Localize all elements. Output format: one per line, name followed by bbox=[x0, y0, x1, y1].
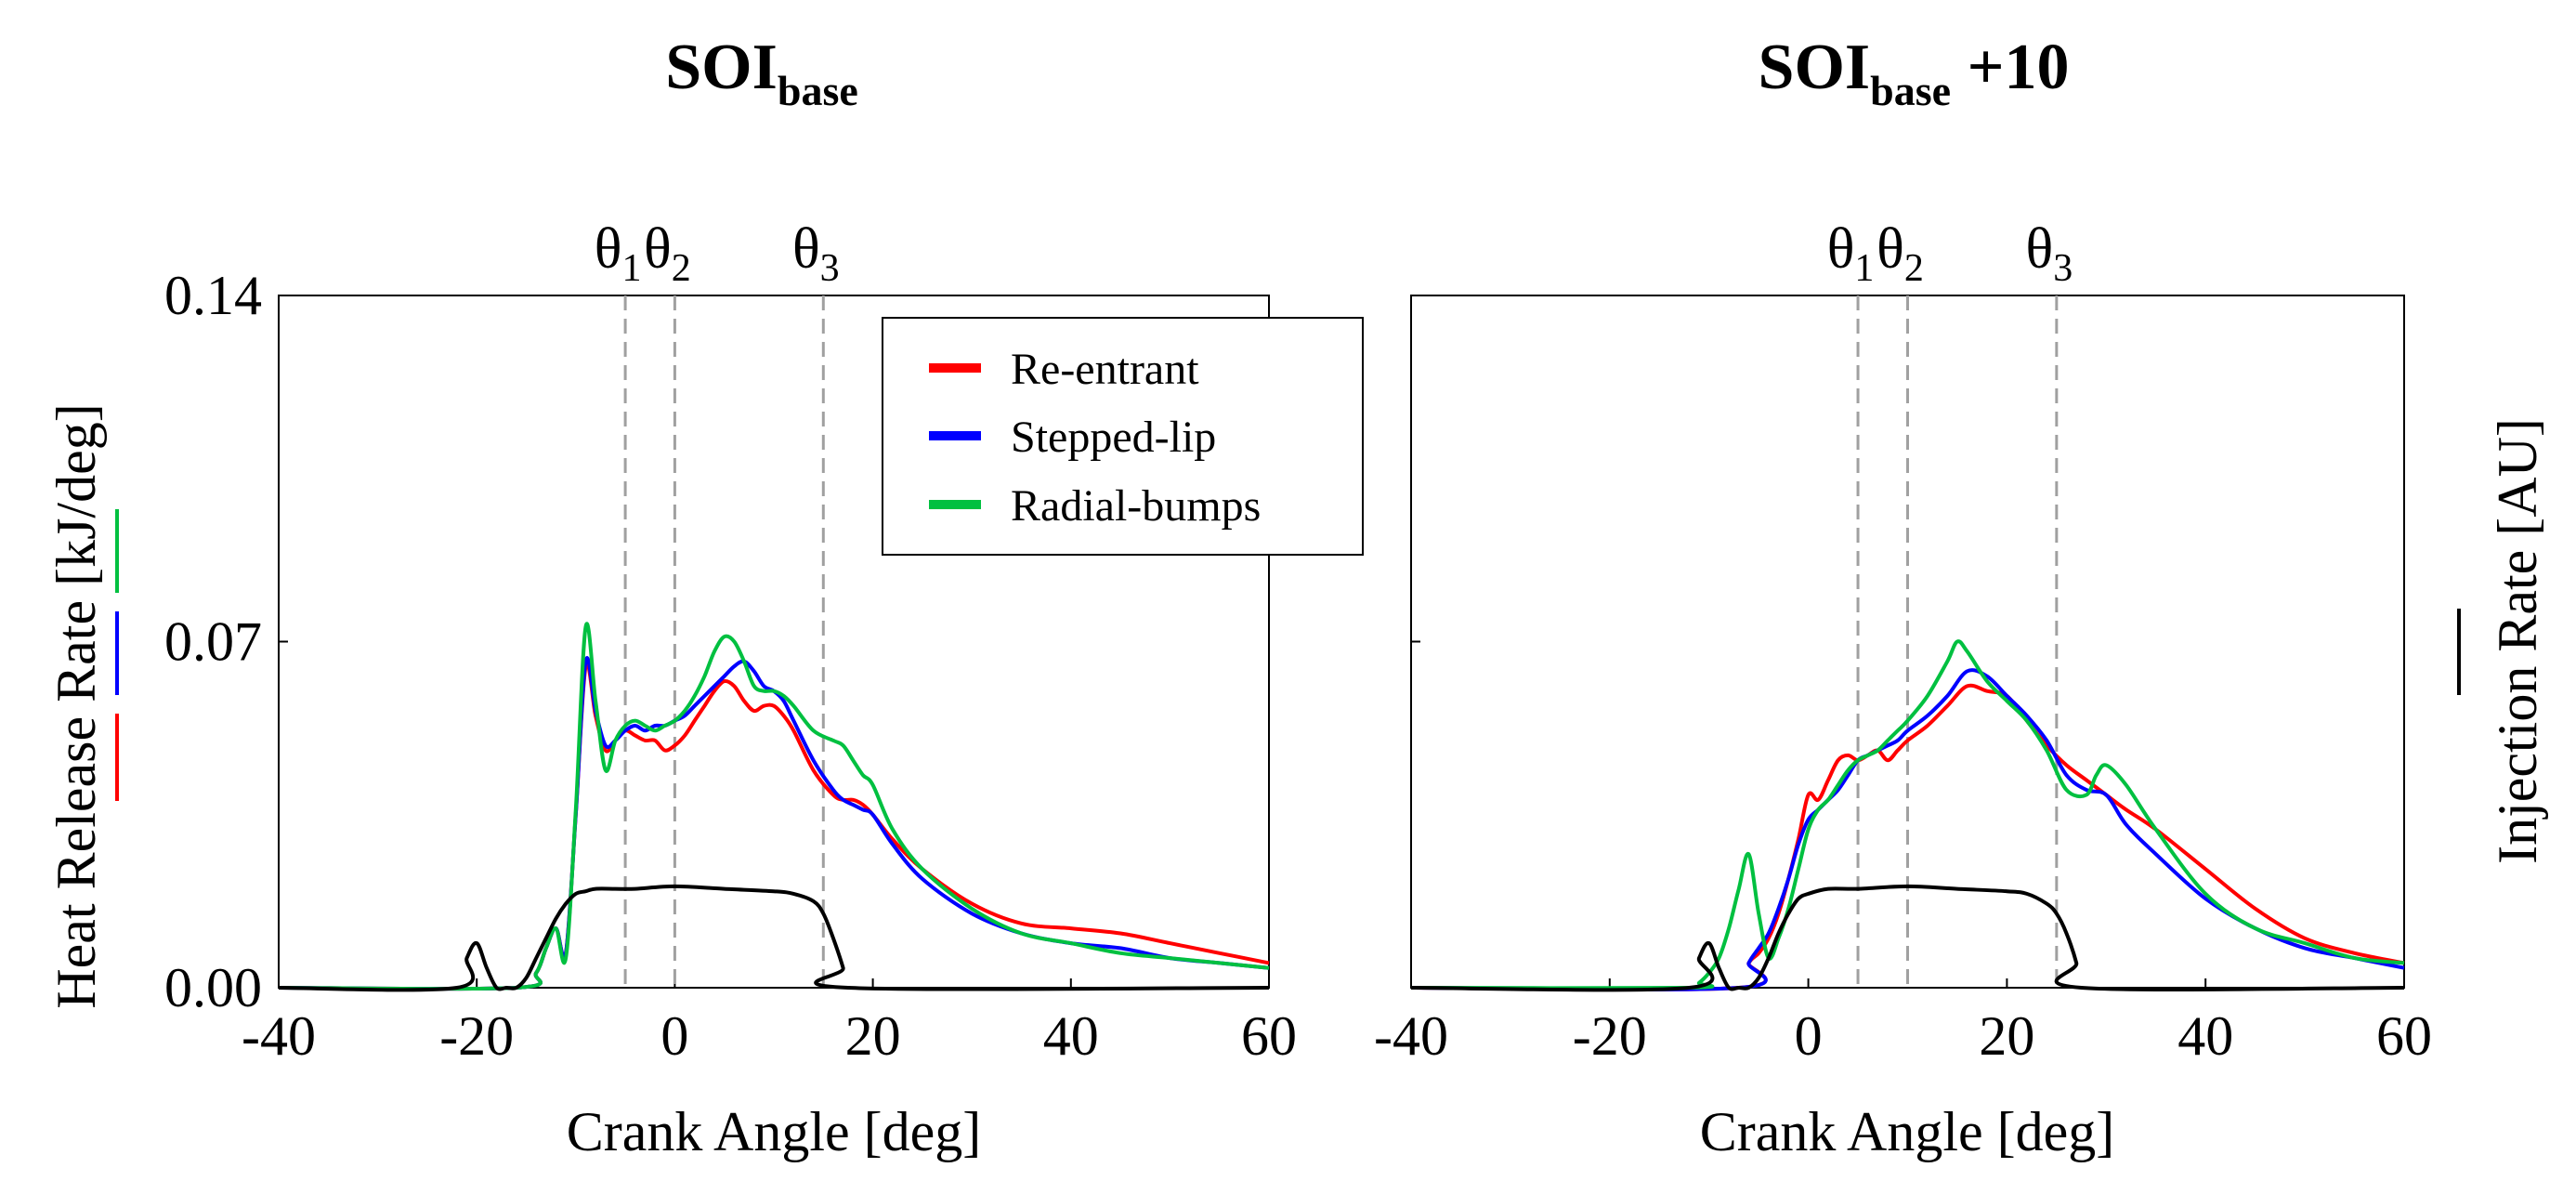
panel-2-series-radial-bumps bbox=[1410, 639, 2405, 991]
panel-2-markers: θ1 θ2 θ3 bbox=[1827, 217, 2073, 988]
panel-1-xtick-label: -20 bbox=[439, 1005, 514, 1067]
panel-2-series-injection bbox=[1410, 884, 2405, 992]
panel-2-xtick-label: 0 bbox=[1795, 1005, 1823, 1067]
panel-1-xtick-label: -40 bbox=[242, 1005, 316, 1067]
panel-2-marker-theta3-label: θ3 bbox=[2025, 217, 2073, 290]
panel-2-title-main: SOI bbox=[1759, 32, 1871, 103]
panel-1-ylabel: Heat Release Rate [kJ/deg] bbox=[46, 403, 107, 1008]
panel-2-title-sub: base bbox=[1870, 67, 1951, 114]
panel-2-marker-theta1-label: θ1 bbox=[1827, 217, 1875, 290]
panel-1-series-radial-bumps bbox=[278, 622, 1270, 991]
panel-2-xtick-label: 40 bbox=[2177, 1005, 2233, 1067]
panel-1-xtick-label: 20 bbox=[845, 1005, 901, 1067]
panel-2-ticks: -40 -20 0 20 40 60 bbox=[1374, 295, 2432, 1067]
panel-1-title-sub: base bbox=[778, 67, 858, 114]
panel-1-series-injection bbox=[278, 884, 1270, 992]
panel-1-ytick-label: 0.07 bbox=[164, 611, 262, 673]
panel-1-series-re-entrant bbox=[278, 661, 1270, 991]
panel-2-title-suffix: +10 bbox=[1951, 32, 2069, 103]
panel-2-xtick-label: -20 bbox=[1573, 1005, 1647, 1067]
panel-1-ytick-label: 0.00 bbox=[164, 957, 262, 1018]
panel-2-xtick-label: 60 bbox=[2376, 1005, 2432, 1067]
panel-1-series bbox=[278, 622, 1270, 992]
panel-1-markers: θ1 θ2 θ3 bbox=[595, 217, 840, 988]
panel-2-xlabel: Crank Angle [deg] bbox=[1700, 1101, 2115, 1162]
panel-2-y2label: Injection Rate [AU] bbox=[2487, 418, 2548, 864]
panel-1-xtick-label: 60 bbox=[1241, 1005, 1297, 1067]
panel-2-series bbox=[1410, 639, 2405, 992]
panel-1-ticks: -40 -20 0 20 40 60 0.00 0.07 0.14 bbox=[164, 265, 1297, 1067]
panel-1-xtick-label: 40 bbox=[1043, 1005, 1099, 1067]
panel-1-marker-theta2-label: θ2 bbox=[644, 217, 691, 290]
panel-2-series-stepped-lip bbox=[1410, 668, 2405, 991]
panel-1-title: SOIbase bbox=[665, 32, 858, 114]
panel-2-marker-theta2-label: θ2 bbox=[1876, 217, 1924, 290]
legend-label-radial-bumps: Radial-bumps bbox=[1011, 481, 1261, 531]
panel-2-xtick-label: -40 bbox=[1374, 1005, 1448, 1067]
panel-1-ytick-label: 0.14 bbox=[164, 265, 262, 326]
legend: Re-entrant Stepped-lip Radial-bumps bbox=[882, 317, 1364, 556]
panel-2-xtick-label: 20 bbox=[1979, 1005, 2034, 1067]
panel-1-xlabel: Crank Angle [deg] bbox=[567, 1101, 982, 1162]
panel-2-series-re-entrant bbox=[1410, 683, 2405, 991]
panel-1-marker-theta1-label: θ1 bbox=[595, 217, 642, 290]
legend-label-re-entrant: Re-entrant bbox=[1011, 345, 1199, 394]
panel-1-title-main: SOI bbox=[665, 32, 778, 103]
panel-1-xtick-label: 0 bbox=[660, 1005, 688, 1067]
legend-label-stepped-lip: Stepped-lip bbox=[1011, 413, 1216, 462]
panel-1-marker-theta3-label: θ3 bbox=[792, 217, 840, 290]
panel-2-title: SOIbase +10 bbox=[1759, 32, 2070, 114]
